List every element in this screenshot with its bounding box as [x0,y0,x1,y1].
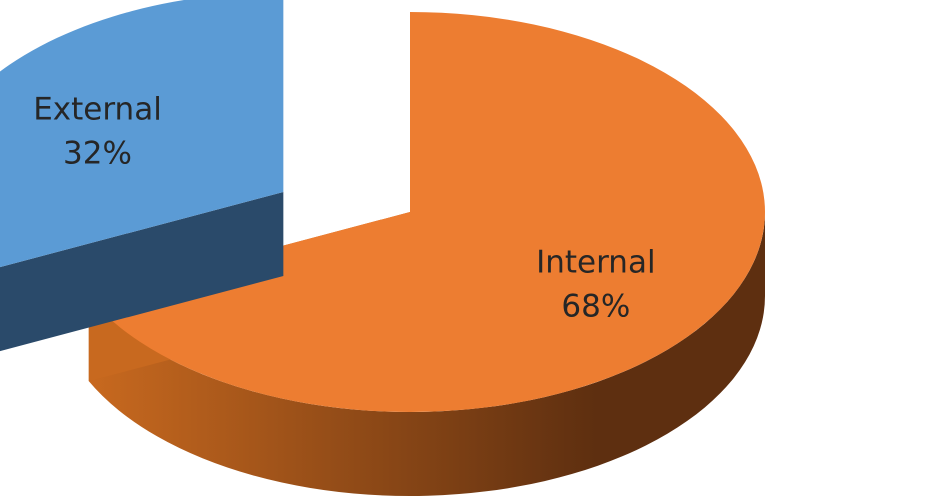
slice-label-external-name: External [33,92,162,128]
slice-label-internal-percent: 68% [561,288,630,324]
pie-slice-cut-external [0,192,284,352]
pie-slice-side-internal [88,212,766,496]
pie-slice-external [0,0,284,268]
pie-slice-internal [88,12,766,412]
slice-label-internal-name: Internal [536,244,655,280]
slice-label-external-percent: 32% [63,136,132,172]
